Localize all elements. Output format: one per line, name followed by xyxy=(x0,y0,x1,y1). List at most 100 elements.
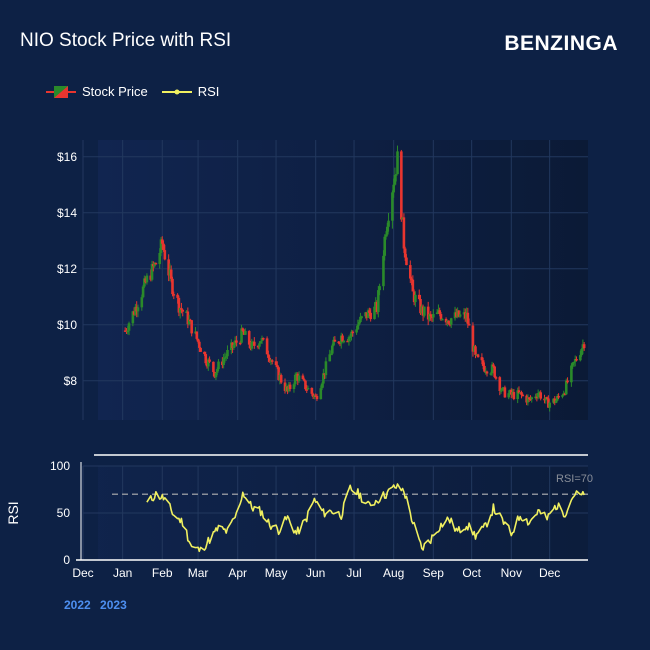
candle-body xyxy=(481,360,485,366)
candle-body xyxy=(435,312,439,315)
candle-body xyxy=(570,365,573,383)
legend-item-stock-price[interactable]: Stock Price xyxy=(46,84,148,99)
candle-body xyxy=(172,294,176,296)
candle-body xyxy=(261,338,265,340)
candle-body xyxy=(467,323,471,326)
candle-body xyxy=(492,364,495,367)
legend-item-rsi[interactable]: RSI xyxy=(161,84,220,99)
candle-body xyxy=(359,316,362,323)
candle-body xyxy=(302,379,306,381)
candle-body xyxy=(140,297,144,308)
candle-body xyxy=(217,361,220,370)
candle-body xyxy=(153,263,156,267)
candle-body xyxy=(373,306,376,320)
candle-body xyxy=(222,358,225,366)
candle-body xyxy=(341,335,344,342)
legend-label-stock-price: Stock Price xyxy=(82,84,148,99)
x-tick-label: Dec xyxy=(72,566,93,580)
candle-body xyxy=(180,308,183,310)
candle-body xyxy=(483,365,486,372)
candle-body xyxy=(277,367,280,380)
rsi-legend-icon xyxy=(161,89,192,94)
price-y-tick-label: $10 xyxy=(57,318,77,332)
candle-body xyxy=(474,346,477,355)
candle-body xyxy=(530,397,534,400)
price-y-tick-label: $16 xyxy=(57,150,77,164)
candle-body xyxy=(517,390,521,393)
rsi-70-label: RSI=70 xyxy=(556,473,593,485)
candle-body xyxy=(501,388,504,391)
candle-body xyxy=(417,294,421,300)
candle-body xyxy=(235,340,238,343)
candle-body xyxy=(400,151,403,220)
candle-body xyxy=(268,357,271,362)
candle-body xyxy=(440,318,444,321)
candle-body xyxy=(214,372,218,378)
candle-body xyxy=(195,331,199,339)
candle-body xyxy=(356,324,360,330)
candle-body xyxy=(529,398,532,400)
candle-body xyxy=(410,278,413,281)
candle-body xyxy=(556,396,559,401)
x-tick-label: Feb xyxy=(152,566,173,580)
candle-body xyxy=(499,390,503,392)
candle-body xyxy=(350,331,353,337)
candle-body xyxy=(351,331,355,334)
candle-body xyxy=(394,174,398,176)
price-y-tick-label: $12 xyxy=(57,262,77,276)
x-tick-label: Jul xyxy=(346,566,361,580)
candle-body xyxy=(311,393,315,397)
candle-body xyxy=(154,263,158,265)
candle-body xyxy=(288,384,292,389)
candle-body xyxy=(444,318,448,323)
candle-body xyxy=(224,356,228,358)
candle-body xyxy=(238,342,242,345)
benzinga-logo: BENZINGA xyxy=(504,32,618,55)
candle-body xyxy=(439,314,443,320)
candle-body xyxy=(414,294,417,303)
x-tick-label: Aug xyxy=(383,566,404,580)
candle-body xyxy=(253,341,256,346)
candle-body xyxy=(181,309,185,312)
legend-label-rsi: RSI xyxy=(197,84,220,99)
candle-body xyxy=(322,373,325,384)
candle-body xyxy=(143,278,146,287)
candle-body xyxy=(169,269,173,279)
candle-body xyxy=(580,349,583,356)
candle-body xyxy=(196,338,200,342)
candle-body xyxy=(476,354,480,358)
candle-body xyxy=(176,294,179,298)
candle-body xyxy=(423,306,426,316)
candle-body xyxy=(208,359,211,362)
x-tick-label: Apr xyxy=(228,566,247,580)
candle-body xyxy=(503,387,507,398)
candle-body xyxy=(403,248,407,258)
candle-body xyxy=(244,331,247,335)
candle-body xyxy=(520,392,523,395)
price-plot-area xyxy=(98,140,588,420)
rsi-y-tick-label: 50 xyxy=(57,506,71,520)
rsi-line xyxy=(146,483,585,553)
candle-body xyxy=(516,390,519,400)
candle-body xyxy=(494,377,498,379)
candle-body xyxy=(163,250,167,260)
candle-body xyxy=(187,319,191,325)
candle-body xyxy=(402,217,406,249)
x-tick-label: Oct xyxy=(462,566,481,580)
candle-body xyxy=(411,279,415,292)
candle-body xyxy=(297,375,301,381)
candle-body xyxy=(391,192,394,221)
candlestick-legend-icon xyxy=(46,85,76,98)
candle-body xyxy=(305,389,309,391)
candle-body xyxy=(276,365,279,368)
candle-body xyxy=(405,257,408,266)
candle-body xyxy=(127,323,131,331)
candle-body xyxy=(136,307,140,312)
candle-body xyxy=(240,328,243,343)
candle-body xyxy=(512,392,516,400)
price-y-tick-label: $8 xyxy=(64,374,78,388)
candle-body xyxy=(342,340,346,343)
candle-body xyxy=(485,371,489,374)
candle-body xyxy=(429,314,433,317)
candle-body xyxy=(419,299,422,314)
